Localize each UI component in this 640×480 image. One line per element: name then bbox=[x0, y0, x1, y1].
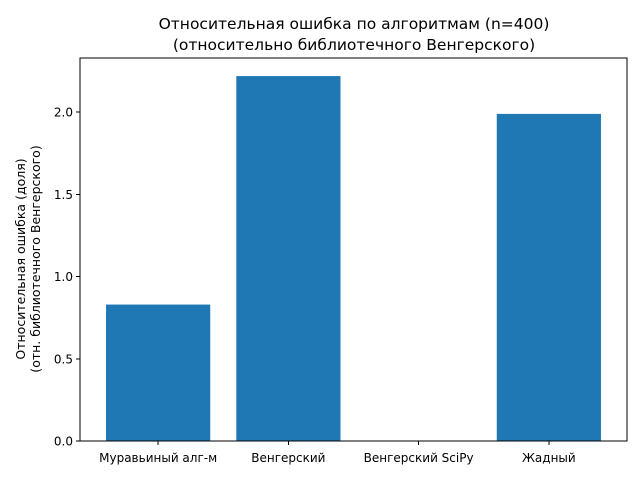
x-tick-label-2: Венгерский SciPy bbox=[364, 451, 474, 465]
y-axis-label-line1: Относительная ошибка (доля) bbox=[13, 158, 28, 359]
x-tick-label-1: Венгерский bbox=[251, 451, 325, 465]
y-tick-label-2: 1.0 bbox=[54, 270, 73, 284]
y-axis-ticks: 0.0 0.5 1.0 1.5 2.0 bbox=[54, 106, 80, 449]
bar-1 bbox=[236, 76, 341, 441]
y-axis-label-line2: (отн. библиотечного Венгерского) bbox=[28, 145, 43, 372]
y-tick-label-1: 0.5 bbox=[54, 352, 73, 366]
chart-subtitle: (относительно библиотечного Венгерского) bbox=[173, 36, 535, 54]
bars-group bbox=[106, 76, 601, 441]
chart-title: Относительная ошибка по алгоритмам (n=40… bbox=[159, 15, 550, 33]
x-axis-ticks: Муравьиный алг-м Венгерский Венгерский Sci… bbox=[99, 441, 576, 465]
y-axis-label: Относительная ошибка (доля) (отн. библио… bbox=[13, 145, 43, 372]
x-tick-label-0: Муравьиный алг-м bbox=[99, 451, 217, 465]
bar-3 bbox=[496, 113, 601, 441]
plot-frame bbox=[79, 57, 628, 442]
y-tick-label-0: 0.0 bbox=[54, 435, 73, 449]
bar-0 bbox=[106, 304, 211, 441]
y-tick-label-4: 2.0 bbox=[54, 106, 73, 120]
y-tick-label-3: 1.5 bbox=[54, 188, 73, 202]
x-tick-label-3: Жадный bbox=[522, 451, 576, 465]
